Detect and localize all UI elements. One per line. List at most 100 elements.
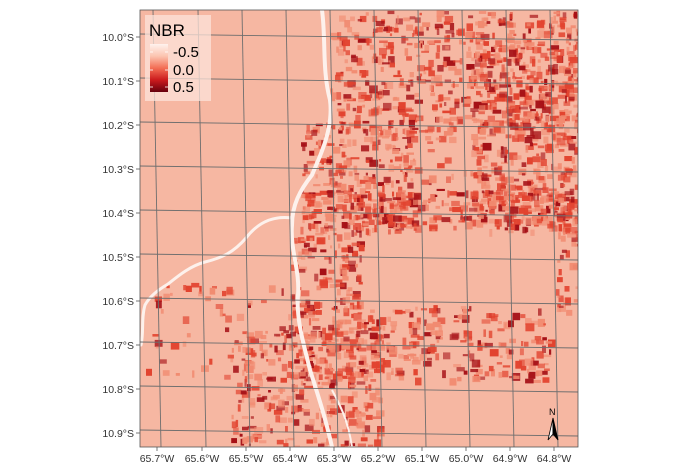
burn-patch	[406, 130, 415, 138]
burn-patch	[505, 22, 514, 28]
burn-patch	[356, 300, 360, 309]
burn-patch	[403, 17, 411, 22]
burn-patch	[170, 292, 173, 296]
burn-patch	[306, 130, 312, 134]
burn-patch	[398, 353, 404, 359]
burn-patch	[242, 331, 248, 335]
burn-patch	[353, 411, 359, 418]
burn-patch	[527, 368, 530, 374]
burn-patch	[422, 221, 428, 226]
burn-patch	[212, 286, 217, 289]
burn-patch	[364, 369, 369, 375]
parallel-line	[140, 33, 578, 41]
burn-patch	[436, 45, 441, 53]
burn-patch	[431, 77, 440, 85]
burn-patch	[510, 206, 519, 214]
burn-patch	[364, 425, 371, 433]
burn-patch	[410, 79, 414, 87]
burn-patch	[380, 130, 384, 136]
burn-patch	[551, 69, 559, 75]
burn-patch	[557, 277, 563, 283]
burn-patch	[316, 285, 322, 291]
burn-patch	[547, 223, 554, 229]
burn-patch	[262, 395, 268, 400]
burn-patch	[324, 225, 333, 229]
burn-patch	[335, 331, 344, 337]
burn-patch	[324, 376, 330, 380]
burn-patch	[356, 274, 362, 282]
burn-patch	[494, 85, 498, 91]
burn-patch	[520, 75, 525, 79]
burn-patch	[310, 196, 316, 204]
burn-patch	[510, 214, 517, 218]
burn-patch	[276, 439, 284, 445]
burn-patch	[469, 207, 478, 212]
burn-patch	[235, 389, 242, 395]
burn-patch	[314, 148, 320, 156]
burn-patch	[470, 219, 477, 227]
burn-patch	[456, 192, 465, 197]
burn-patch	[425, 326, 435, 331]
burn-patch	[439, 94, 444, 102]
burn-patch	[453, 320, 460, 323]
burn-patch	[342, 269, 348, 277]
burn-patch	[548, 225, 552, 232]
burn-patch	[349, 384, 357, 388]
burn-patch	[391, 367, 394, 375]
burn-patch	[344, 257, 350, 263]
burn-patch	[352, 107, 357, 112]
burn-patch	[295, 394, 304, 400]
burn-patch	[398, 186, 403, 193]
burn-patch	[478, 214, 484, 219]
burn-patch	[315, 174, 318, 179]
burn-patch	[537, 59, 541, 63]
burn-patch	[403, 155, 409, 163]
burn-patch	[360, 412, 366, 416]
burn-patch	[536, 351, 544, 359]
burn-patch	[561, 115, 567, 119]
burn-patch	[308, 247, 317, 253]
burn-patch	[522, 201, 531, 207]
burn-patch	[453, 60, 461, 63]
burn-patch	[404, 113, 409, 117]
burn-patch	[155, 346, 159, 349]
burn-patch	[290, 294, 296, 302]
burn-patch	[558, 121, 563, 130]
burn-patch	[360, 330, 369, 335]
burn-patch	[241, 391, 251, 398]
burn-patch	[473, 118, 477, 124]
burn-patch	[358, 360, 364, 365]
burn-patch	[432, 104, 438, 111]
burn-patch	[358, 96, 365, 103]
burn-patch	[447, 190, 450, 198]
burn-patch	[520, 128, 526, 137]
burn-patch	[416, 117, 422, 121]
burn-patch	[507, 36, 515, 44]
burn-patch	[495, 58, 504, 62]
burn-patch	[324, 367, 333, 375]
burn-patch	[377, 182, 384, 186]
burn-patch	[369, 91, 373, 99]
burn-patch	[473, 36, 477, 40]
burn-patch	[477, 340, 481, 347]
burn-patch	[199, 285, 202, 294]
burn-patch	[517, 117, 526, 121]
burn-patch	[525, 83, 529, 90]
burn-patch	[343, 336, 350, 342]
burn-patch	[560, 171, 565, 175]
burn-patch	[299, 303, 308, 308]
burn-patch	[409, 72, 414, 78]
burn-patch	[560, 183, 566, 188]
burn-patch	[521, 162, 527, 167]
burn-patch	[471, 202, 480, 207]
burn-patch	[333, 208, 338, 212]
burn-patch	[259, 343, 263, 351]
burn-patch	[465, 31, 473, 40]
burn-patch	[518, 168, 527, 175]
burn-patch	[370, 352, 379, 360]
burn-patch	[446, 176, 451, 183]
burn-patch	[536, 218, 543, 224]
burn-patch	[522, 33, 526, 40]
burn-patch	[477, 376, 486, 380]
burn-patch	[327, 190, 335, 198]
